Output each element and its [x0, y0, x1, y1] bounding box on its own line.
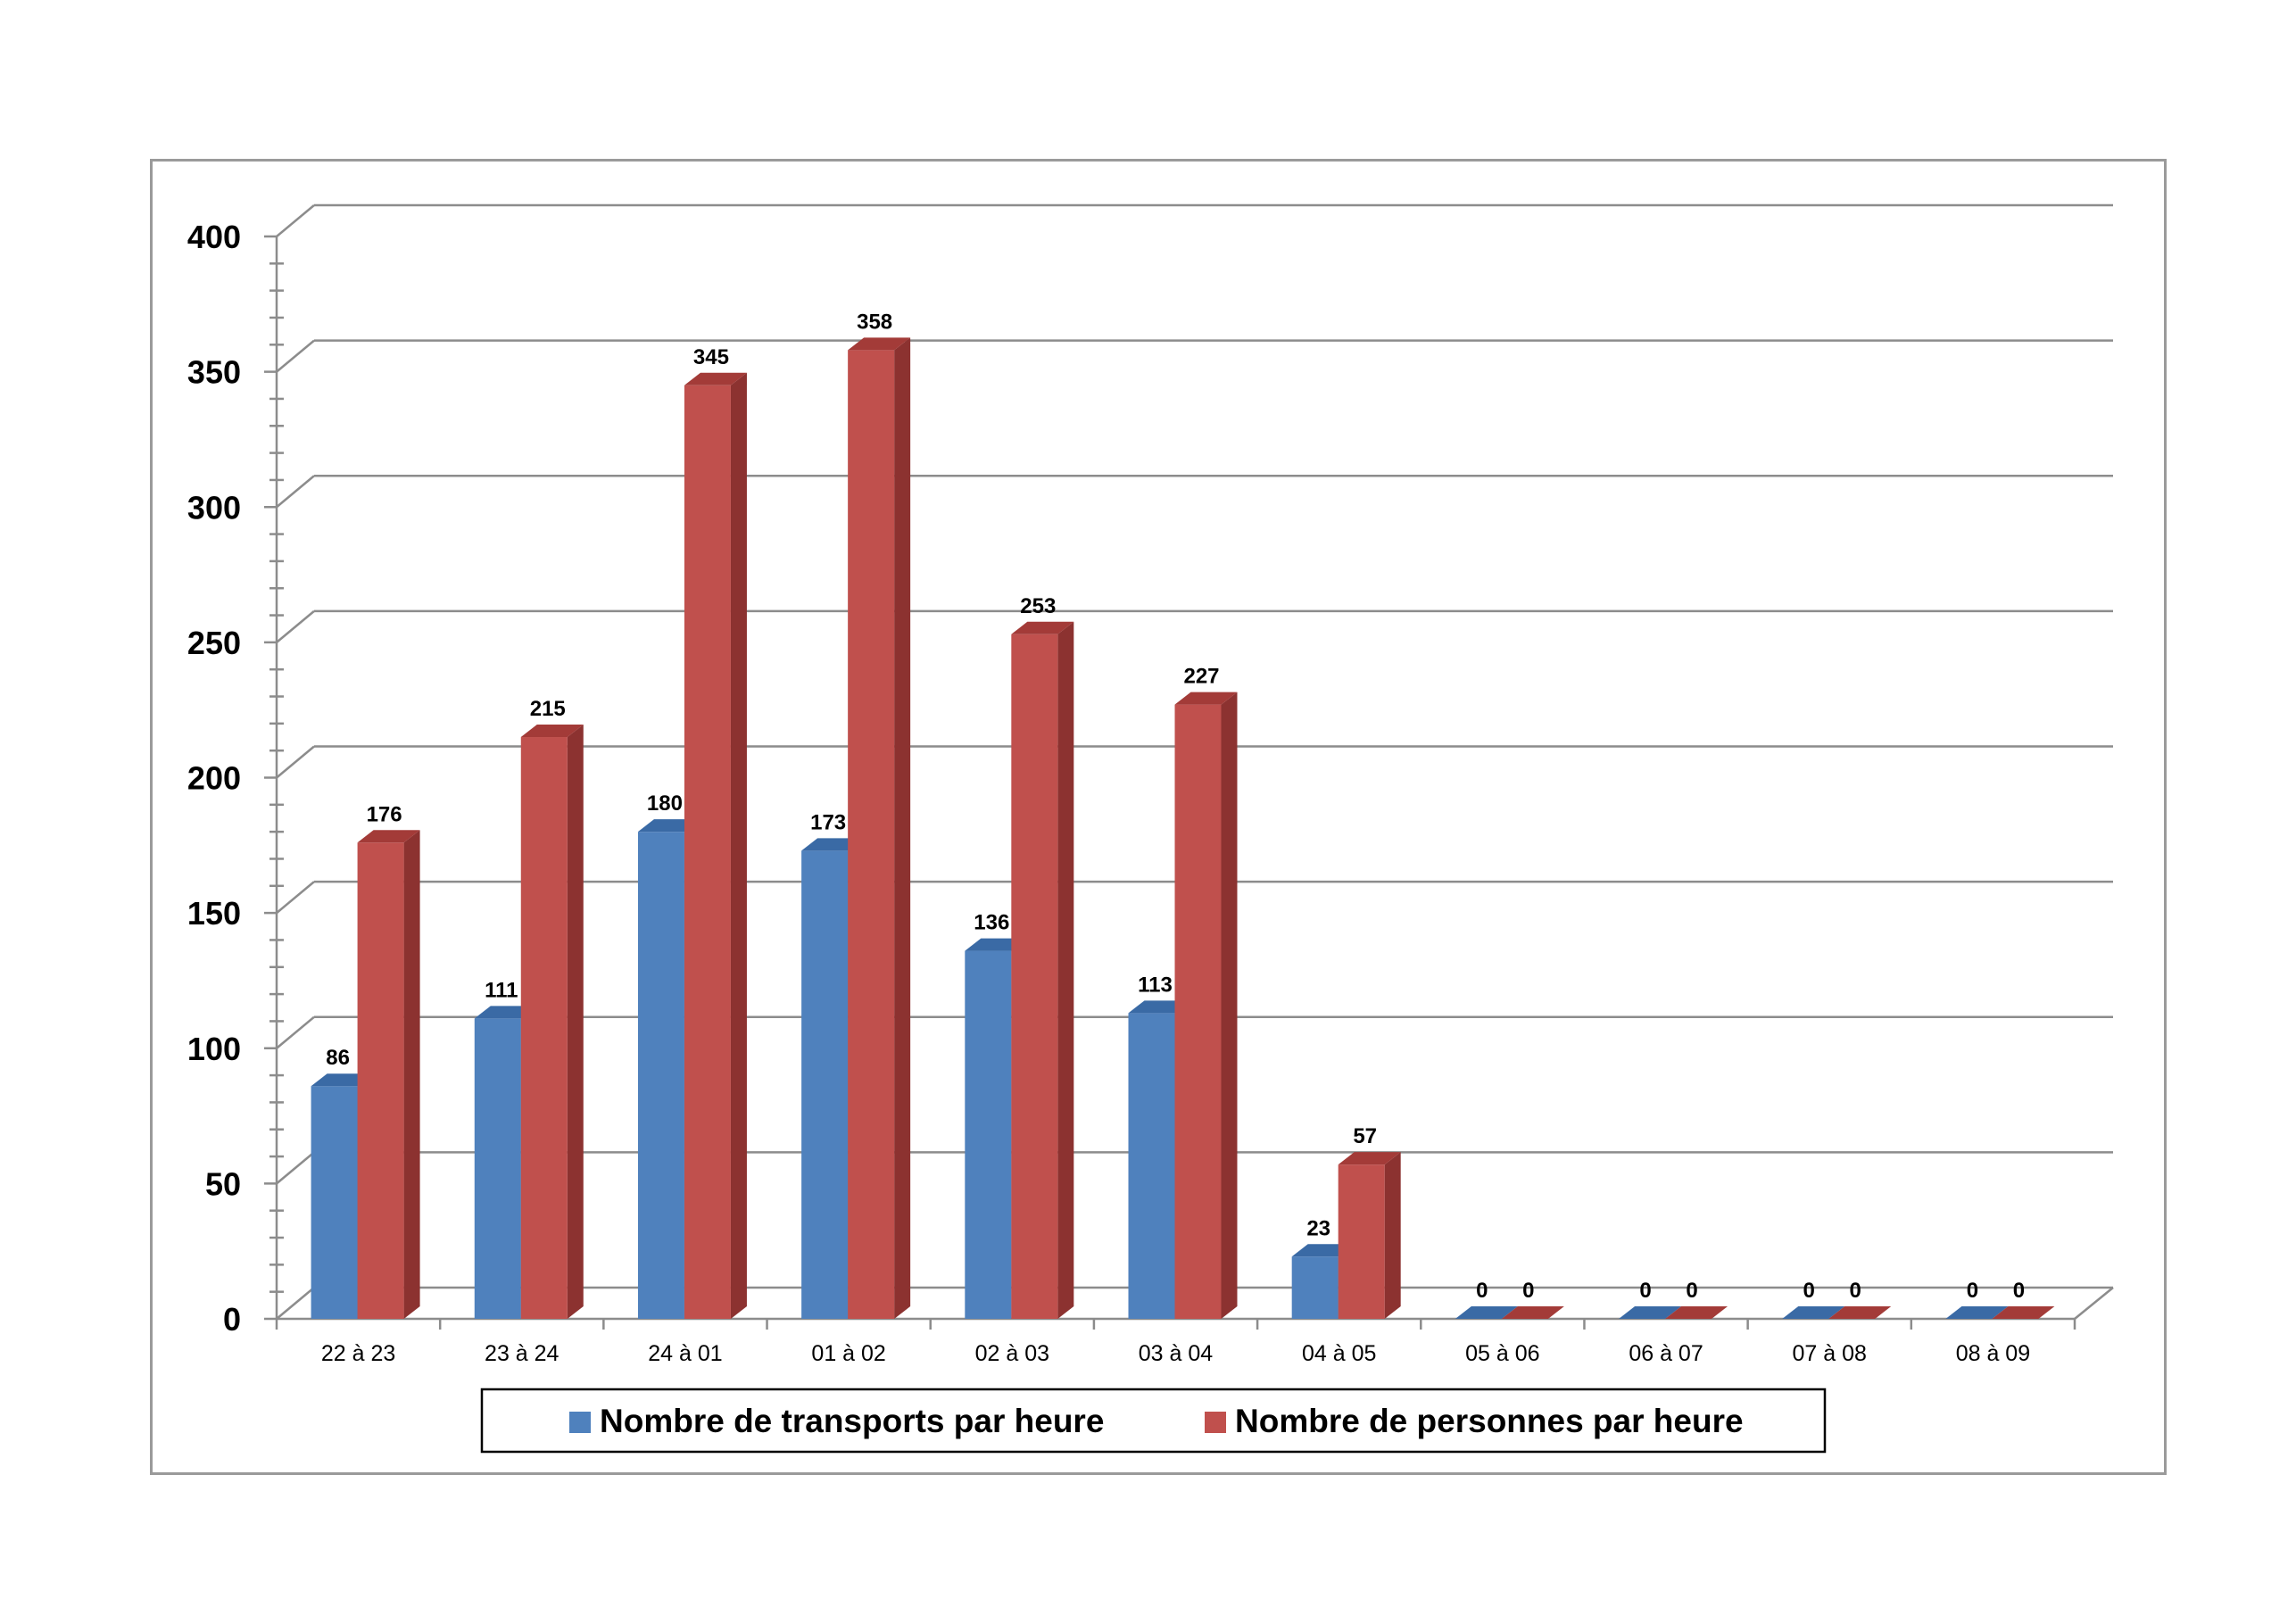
x-tick-label: 06 à 07 [1629, 1341, 1703, 1366]
data-label: 0 [1850, 1279, 1861, 1303]
bar-top [848, 337, 911, 351]
bar-top [1455, 1306, 1518, 1319]
bar-top [1011, 621, 1074, 634]
gridline-depth [276, 1151, 315, 1185]
bar-side [1384, 1152, 1401, 1319]
legend-swatch [1205, 1412, 1226, 1433]
bar-side [567, 725, 584, 1319]
x-tick-label: 02 à 03 [975, 1341, 1049, 1366]
bar-top [520, 725, 584, 738]
floor-edge [2074, 1287, 2114, 1320]
x-tick-label: 04 à 05 [1302, 1341, 1376, 1366]
gridline-depth [276, 204, 315, 237]
y-tick-label: 250 [187, 625, 241, 661]
data-label: 0 [1967, 1279, 1978, 1303]
bar [1338, 1164, 1385, 1319]
bar [520, 737, 568, 1319]
legend-swatch [569, 1412, 591, 1433]
data-label: 176 [367, 802, 402, 826]
data-label: 253 [1020, 594, 1056, 618]
bar-top [1782, 1306, 1845, 1319]
bar-top [1501, 1306, 1564, 1319]
bar [801, 850, 849, 1319]
bar-top [1945, 1306, 2009, 1319]
bar [684, 385, 731, 1320]
bar [474, 1018, 521, 1319]
data-label: 215 [530, 697, 566, 721]
bar-side [1057, 621, 1074, 1319]
data-label: 0 [1476, 1279, 1488, 1303]
bar [1011, 634, 1058, 1319]
gridline-depth [276, 609, 315, 643]
gridline-depth [276, 1287, 315, 1320]
bar [965, 950, 1012, 1319]
x-tick-label: 01 à 02 [811, 1341, 885, 1366]
bar [637, 832, 684, 1319]
x-tick-label: 22 à 23 [321, 1341, 395, 1366]
data-label: 180 [647, 791, 683, 816]
x-tick-label: 08 à 09 [1956, 1341, 2030, 1366]
bar [1128, 1013, 1175, 1319]
bar [848, 350, 895, 1319]
bar-top [1992, 1306, 2055, 1319]
y-tick-label: 400 [187, 219, 241, 255]
bar-side [730, 372, 747, 1320]
gridline-depth [276, 881, 315, 915]
data-label: 23 [1306, 1216, 1330, 1240]
x-tick-label: 03 à 04 [1139, 1341, 1214, 1366]
legend-box [480, 1388, 1827, 1454]
bar-top [1338, 1152, 1401, 1165]
y-tick-label: 350 [187, 354, 241, 391]
x-tick-label: 23 à 24 [485, 1341, 559, 1366]
y-tick-label: 150 [187, 895, 241, 932]
data-label: 358 [857, 310, 892, 334]
bar-top [1828, 1306, 1892, 1319]
data-label: 0 [1686, 1279, 1697, 1303]
data-label: 136 [974, 911, 1009, 935]
legend-label: Nombre de transports par heure [600, 1403, 1104, 1439]
y-tick-label: 100 [187, 1031, 241, 1067]
data-label: 173 [810, 810, 846, 834]
data-label: 113 [1138, 973, 1173, 997]
gridline-depth [276, 1015, 315, 1049]
data-label: 57 [1353, 1124, 1377, 1148]
bar-side [403, 830, 420, 1319]
gridline-depth [276, 339, 315, 373]
data-label: 111 [485, 978, 518, 1002]
bar [357, 842, 404, 1319]
data-label: 0 [1639, 1279, 1651, 1303]
data-label: 0 [2013, 1279, 2025, 1303]
gridline-depth [276, 745, 315, 779]
data-label: 345 [693, 345, 729, 369]
bar [1291, 1256, 1339, 1319]
bar-side [1221, 692, 1238, 1319]
y-tick-label: 300 [187, 489, 241, 526]
y-tick-label: 200 [187, 760, 241, 797]
gridline-depth [276, 475, 315, 509]
bar-side [894, 337, 911, 1319]
data-label: 86 [326, 1046, 350, 1070]
bar-top [1665, 1306, 1728, 1319]
bar-top [684, 372, 747, 385]
legend-label: Nombre de personnes par heure [1235, 1403, 1744, 1439]
bar-top [1619, 1306, 1682, 1319]
data-label: 227 [1183, 665, 1219, 689]
bar [311, 1086, 358, 1319]
x-tick-label: 24 à 01 [648, 1341, 722, 1366]
data-label: 0 [1803, 1279, 1815, 1303]
data-label: 0 [1522, 1279, 1534, 1303]
bar [1174, 704, 1222, 1319]
y-tick-label: 0 [223, 1301, 241, 1338]
bar-top [357, 830, 420, 843]
y-tick-label: 50 [205, 1165, 241, 1202]
x-tick-label: 07 à 08 [1793, 1341, 1867, 1366]
x-tick-label: 05 à 06 [1465, 1341, 1539, 1366]
bar-top [1174, 692, 1238, 705]
